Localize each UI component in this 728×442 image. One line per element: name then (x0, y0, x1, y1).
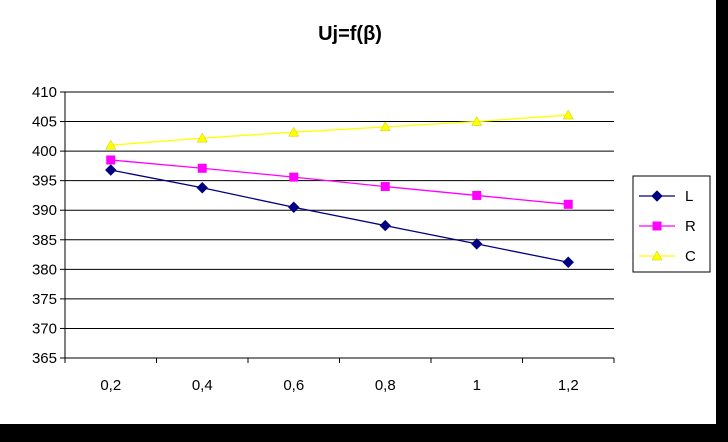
data-point-L (379, 219, 391, 232)
data-point-C (288, 126, 300, 137)
x-tick-label: 0,4 (192, 377, 213, 394)
chart-title: Uj=f(β) (318, 23, 382, 45)
data-point-C (105, 139, 117, 150)
y-tick-label: 390 (32, 202, 57, 219)
legend-marker-L (651, 190, 663, 202)
data-point-C (379, 121, 391, 132)
x-tick-label: 0,8 (375, 377, 396, 394)
y-tick-label: 385 (32, 232, 57, 249)
legend-box (632, 175, 711, 273)
legend-label-R: R (685, 218, 696, 235)
data-point-R (197, 163, 207, 173)
x-tick-label: 0,6 (283, 377, 304, 394)
data-point-R (106, 155, 116, 165)
y-tick-label: 365 (32, 350, 57, 367)
x-tick-label: 0,2 (100, 377, 121, 394)
data-point-R (289, 172, 299, 182)
plot-layer: 365 370 375 380 385 390 395 400 405 410 0,2 0,4 0,6 0… (32, 84, 615, 394)
data-point-C (196, 132, 208, 143)
x-tick-label: 1,2 (558, 377, 579, 394)
legend-marker-C (651, 250, 663, 261)
series-line-R (110, 159, 569, 205)
y-tick-label: 370 (32, 320, 57, 337)
data-point-L (196, 182, 208, 194)
y-tick-label: 405 (32, 114, 57, 131)
legend-label-L: L (685, 188, 693, 205)
legend-label-C: C (685, 248, 696, 265)
y-tick-label: 380 (32, 261, 57, 278)
series-line-L (110, 169, 569, 263)
data-point-L (562, 256, 574, 268)
data-point-C (562, 109, 574, 120)
y-tick-label: 375 (32, 291, 57, 308)
data-point-R (563, 199, 573, 209)
data-point-R (380, 182, 390, 192)
y-tick-label: 400 (32, 143, 57, 160)
data-point-L (288, 201, 300, 213)
chart-background (0, 0, 716, 424)
legend-marker-R (652, 221, 662, 231)
x-tick-label: 1 (473, 377, 481, 394)
data-point-C (471, 116, 483, 126)
data-point-L (471, 238, 483, 250)
data-point-L (105, 164, 117, 176)
y-tick-label: 410 (32, 84, 57, 101)
legend: LRC (632, 175, 711, 273)
y-tick-label: 395 (32, 173, 57, 190)
data-point-R (472, 190, 482, 200)
series-line-C (110, 114, 569, 146)
